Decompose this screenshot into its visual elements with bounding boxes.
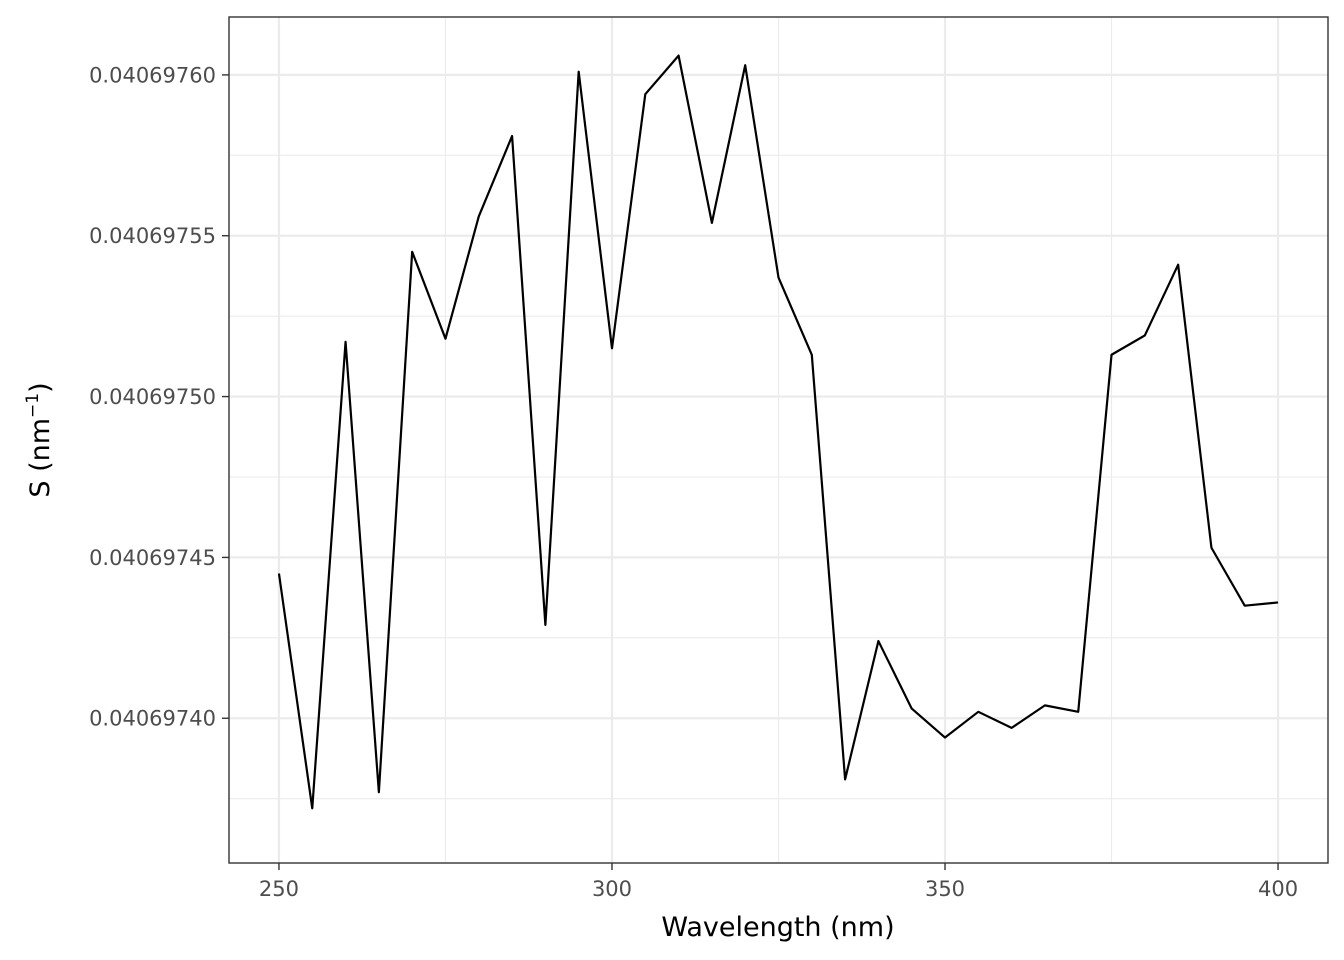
y-tick-label: 0.04069755 bbox=[89, 224, 216, 248]
minor-grid bbox=[229, 17, 1328, 863]
y-tick-label: 0.04069750 bbox=[89, 385, 216, 409]
y-axis-title-superscript: −1 bbox=[23, 393, 43, 418]
major-grid bbox=[229, 17, 1328, 863]
y-axis-title-main: S (nm bbox=[25, 418, 56, 498]
x-tick-label: 400 bbox=[1258, 877, 1298, 901]
series-line bbox=[277, 54, 1279, 810]
panel-border bbox=[228, 16, 1329, 864]
y-tick-label: 0.04069745 bbox=[89, 546, 216, 570]
x-axis-title: Wavelength (nm) bbox=[661, 912, 894, 943]
y-axis-title-close: ) bbox=[25, 382, 56, 393]
x-axis: 250 300 350 400 bbox=[259, 863, 1298, 901]
x-tick-label: 300 bbox=[592, 877, 632, 901]
x-tick-label: 250 bbox=[259, 877, 299, 901]
y-axis: 0.04069740 0.04069745 0.04069750 0.04069755… bbox=[89, 63, 229, 731]
y-tick-label: 0.04069760 bbox=[89, 63, 216, 87]
y-tick-label: 0.04069740 bbox=[89, 707, 216, 731]
x-tick-label: 350 bbox=[925, 877, 965, 901]
y-axis-title: S (nm−1) bbox=[23, 382, 56, 497]
